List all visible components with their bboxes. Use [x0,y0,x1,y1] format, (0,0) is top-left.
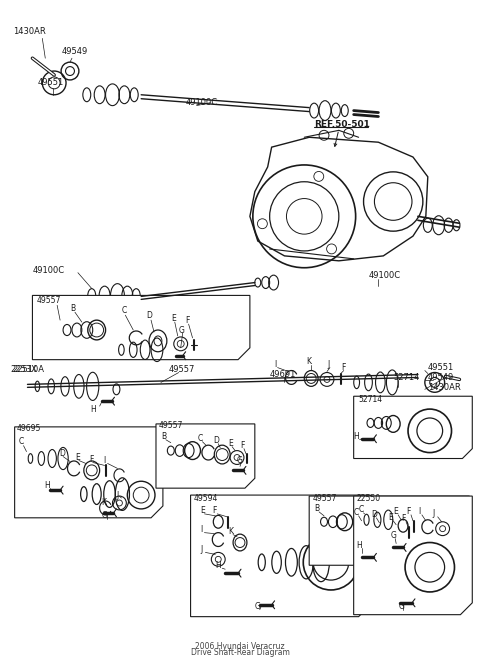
Polygon shape [309,496,469,565]
Text: 49557: 49557 [159,422,183,430]
Text: 52714: 52714 [393,373,420,382]
Text: C: C [19,437,24,446]
Text: E: E [201,506,205,516]
Text: C: C [121,306,127,314]
Polygon shape [191,495,371,617]
Text: F: F [186,316,190,324]
Text: H: H [216,561,221,570]
Text: H: H [44,481,50,490]
Text: 22550: 22550 [357,494,381,502]
Text: 1430AR: 1430AR [12,27,46,36]
Text: 49557: 49557 [169,365,195,374]
Text: C: C [197,434,203,444]
Text: J: J [117,491,119,500]
Text: F: F [212,506,216,516]
Text: 2253X: 2253X [11,365,37,374]
Text: 49549: 49549 [428,373,454,382]
Text: 49691: 49691 [270,370,296,379]
Text: K: K [306,357,311,366]
Text: G: G [179,326,185,334]
Text: Drive Shaft-Rear Diagram: Drive Shaft-Rear Diagram [191,647,289,657]
Text: 22510A: 22510A [12,365,45,374]
Text: D: D [213,436,219,446]
Text: D: D [146,310,152,320]
Text: J: J [327,360,329,369]
Text: G: G [237,456,243,465]
Text: D: D [59,449,65,458]
Text: 49594: 49594 [193,494,218,502]
Text: E: E [171,314,176,322]
Text: 49100C: 49100C [186,98,218,107]
Text: C: C [359,505,364,514]
Polygon shape [354,397,472,459]
Text: 49549: 49549 [62,47,88,56]
Text: G: G [102,511,108,520]
Polygon shape [250,137,428,261]
Text: G: G [255,602,261,611]
Text: REF.50-501: REF.50-501 [314,120,370,129]
Text: B: B [161,432,166,442]
Text: C: C [354,508,359,518]
Text: I: I [201,525,203,534]
Text: I: I [275,360,277,369]
Text: 49100C: 49100C [33,266,64,275]
Text: 49551: 49551 [37,78,64,87]
Text: B: B [70,304,75,312]
Text: K: K [228,527,233,536]
Polygon shape [33,295,250,359]
Text: F: F [89,455,93,464]
Text: 49557: 49557 [312,494,336,502]
Polygon shape [354,496,472,615]
Text: E: E [75,453,80,462]
Text: K: K [102,498,107,508]
Text: J: J [433,509,435,518]
Text: 49551: 49551 [428,363,454,372]
Text: F: F [401,514,406,523]
Text: I: I [418,507,420,516]
Polygon shape [156,424,255,488]
Text: E: E [393,507,398,516]
Text: F: F [341,363,345,372]
Text: 49557: 49557 [36,296,61,305]
Text: E: E [228,439,233,448]
Text: I: I [104,456,106,465]
Text: H: H [90,404,96,414]
Text: 49100C: 49100C [369,271,401,280]
Text: G: G [390,531,396,540]
Text: 52714: 52714 [359,395,383,404]
Text: J: J [201,545,203,554]
Text: H: H [357,541,362,550]
Polygon shape [14,427,163,518]
Text: G: G [398,602,404,611]
Text: 1430AR: 1430AR [428,383,460,392]
Text: F: F [406,507,410,516]
Text: E: E [388,513,393,522]
Text: B: B [314,504,319,514]
Text: F: F [240,441,244,450]
Text: 2006 Hyundai Veracruz: 2006 Hyundai Veracruz [195,641,285,651]
Text: 49695: 49695 [17,424,41,434]
Text: H: H [354,432,360,442]
Text: D: D [372,510,377,520]
